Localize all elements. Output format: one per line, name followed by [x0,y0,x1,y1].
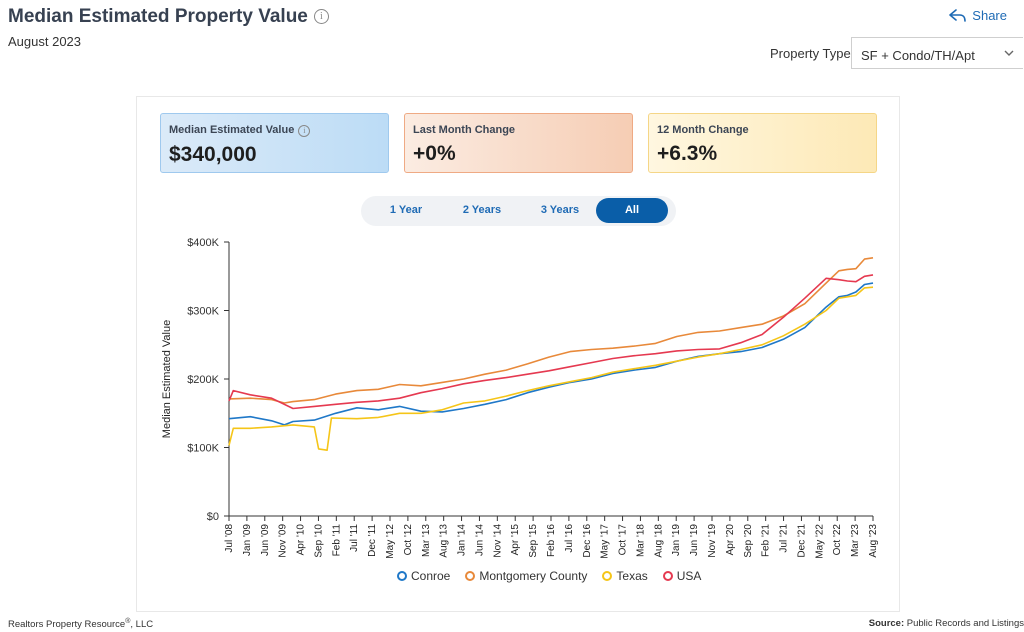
x-tick-label: Dec '16 [582,524,593,558]
x-tick-label: Jun '19 [689,524,700,556]
chevron-down-icon [1004,50,1014,56]
info-icon[interactable]: i [313,9,329,24]
x-tick-label: Nov '09 [278,524,289,558]
legend-swatch [602,571,613,581]
x-tick-label: Sep '20 [743,524,754,558]
page-title: Median Estimated Property Value i [8,6,329,28]
last-month-change-value: +0% [413,142,456,165]
share-button[interactable]: Share [949,8,1007,23]
legend-swatch [662,571,673,581]
x-tick-label: Apr '20 [725,524,736,556]
tab-1-year[interactable]: 1 Year [389,204,423,216]
tab-2-years[interactable]: 2 Years [462,204,502,216]
y-tick-label: $0 [207,511,219,523]
x-tick-label: Dec '21 [796,524,807,558]
x-tick-label: Aug '13 [439,524,450,558]
legend-swatch [397,571,407,581]
x-tick-label: Mar '18 [635,524,646,557]
share-icon [949,8,967,22]
property-type-label: Property Type [770,46,851,61]
x-tick-label: Apr '15 [510,524,521,556]
legend-item-montgomery-county[interactable]: Montgomery County [465,569,587,583]
x-tick-label: Mar '23 [850,524,861,557]
y-axis-label: Median Estimated Value [161,320,173,438]
x-tick-label: Dec '11 [367,524,378,557]
footer-attribution: Realtors Property Resource®, LLC [8,618,154,631]
x-tick-label: Jul '11 [349,524,360,552]
twelve-month-change-card: 12 Month Change +6.3% [648,113,877,173]
legend-label: Conroe [411,569,451,583]
x-tick-label: Jan '09 [242,524,253,556]
x-tick-label: Oct '12 [403,524,414,556]
line-chart: $0 $100K $200K $300K $400K Median Estimated V… [161,237,879,559]
twelve-month-change-label: 12 Month Change [657,124,749,136]
x-tick-label: Jan '14 [457,524,468,556]
x-tick-label: Feb '11 [331,524,342,557]
x-tick-label: Sep '15 [528,524,539,558]
share-label: Share [972,8,1007,23]
x-tick-label: May '22 [814,524,825,559]
x-tick-label: Aug '18 [653,524,664,558]
info-icon[interactable]: i [298,125,311,137]
x-tick-label: Oct '17 [618,524,629,556]
legend-item-texas[interactable]: Texas [602,569,648,583]
chart-legend: Conroe Montgomery County Texas USA [397,569,701,583]
x-tick-label: Sep '10 [313,524,324,558]
series-line-texas [228,286,874,451]
legend-label: Texas [616,569,648,583]
last-month-change-card: Last Month Change +0% [404,113,633,173]
median-value-card: Median Estimated Value i $340,000 [160,113,389,173]
y-tick-label: $300K [187,306,219,318]
legend-item-conroe[interactable]: Conroe [397,569,450,583]
x-tick-label: Aug '23 [868,524,879,558]
legend-label: Montgomery County [479,569,588,583]
property-type-value: SF + Condo/TH/Apt [861,48,975,63]
last-month-change-label: Last Month Change [413,124,516,136]
x-tick-label: Apr '10 [296,524,307,556]
y-tick-label: $100K [187,443,219,455]
series-line-montgomery-county [228,257,874,404]
footer-source: Source: Public Records and Listings [868,618,1024,629]
x-tick-label: Oct '22 [832,524,843,556]
page-subtitle: August 2023 [8,34,82,49]
x-tick-label: Jun '14 [474,524,485,556]
y-tick-label: $400K [187,237,219,249]
x-tick-label: Feb '21 [761,524,772,557]
legend-item-usa[interactable]: USA [662,569,702,583]
tab-3-years[interactable]: 3 Years [540,204,580,216]
x-tick-label: Jul '21 [779,524,790,553]
time-range-tabs: 1 Year 2 Years 3 Years All [361,196,676,226]
x-tick-label: May '12 [385,524,396,559]
legend-swatch [465,571,476,581]
x-tick-label: Jun '09 [260,524,271,556]
twelve-month-change-value: +6.3% [657,142,718,165]
y-tick-label: $200K [187,374,219,386]
legend-label: USA [676,569,702,583]
chart-panel: Median Estimated Value i $340,000 Last Mo… [136,96,900,612]
property-type-select[interactable]: SF + Condo/TH/Apt [851,37,1023,69]
median-value: $340,000 [169,143,257,166]
series-line-usa [228,274,874,410]
x-tick-label: Nov '19 [707,524,718,558]
median-value-label: Median Estimated Value i [169,124,380,137]
x-tick-label: Jul '16 [564,524,575,553]
x-tick-label: Jul '08 [224,524,235,553]
series-line-conroe [228,282,874,426]
x-tick-label: Nov '14 [492,524,503,558]
x-tick-label: Feb '16 [546,524,557,557]
x-tick-label: Mar '13 [421,524,432,557]
x-tick-label: Jan '19 [671,524,682,556]
tab-all[interactable]: All [596,198,668,223]
x-tick-label: May '17 [600,524,611,559]
